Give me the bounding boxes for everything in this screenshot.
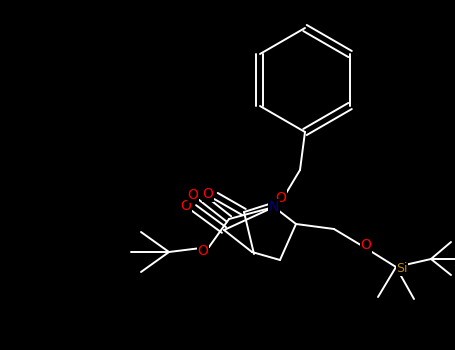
Text: O: O	[181, 199, 192, 213]
Text: O: O	[360, 238, 371, 252]
Text: O: O	[202, 187, 213, 201]
Text: N: N	[269, 200, 279, 214]
Text: O: O	[187, 188, 198, 202]
Text: Si: Si	[396, 262, 408, 275]
Text: O: O	[276, 191, 287, 205]
Text: O: O	[197, 244, 208, 258]
